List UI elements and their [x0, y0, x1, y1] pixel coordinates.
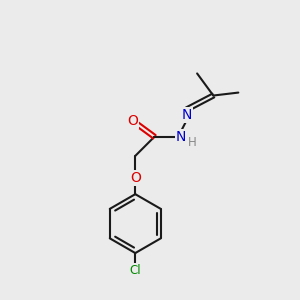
Text: O: O — [130, 171, 141, 185]
Text: H: H — [188, 136, 197, 148]
Text: O: O — [127, 114, 138, 128]
Text: N: N — [182, 108, 192, 122]
Text: Cl: Cl — [130, 264, 141, 277]
Text: N: N — [176, 130, 186, 144]
